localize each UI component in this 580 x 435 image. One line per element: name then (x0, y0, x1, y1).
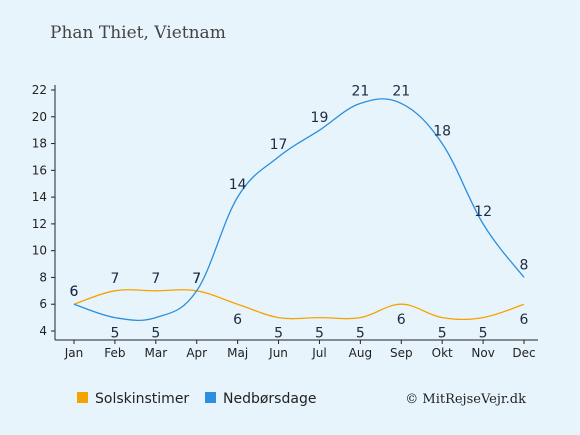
data-label-solskinstimer-jul: 5 (315, 326, 324, 342)
x-tick-label-mar: Mar (144, 346, 167, 360)
x-tick-label-maj: Maj (227, 346, 248, 360)
data-label-nedborsdage-jan: 6 (70, 284, 79, 300)
series-line-nedborsdage (73, 98, 525, 321)
x-tick-label-nov: Nov (471, 346, 494, 360)
x-tick-label-okt: Okt (432, 346, 453, 360)
y-tick-label: 16 (32, 163, 47, 177)
data-label-nedborsdage-jul: 19 (311, 110, 329, 126)
x-tick-label-jan: Jan (64, 346, 84, 360)
x-tick-label-jul: Jul (311, 346, 326, 360)
data-label-nedborsdage-nov: 12 (474, 204, 492, 220)
data-label-nedborsdage-dec: 8 (520, 257, 529, 273)
series-lines (73, 98, 525, 321)
data-label-nedborsdage-jun: 17 (270, 137, 288, 153)
data-label-solskinstimer-maj: 6 (233, 312, 242, 328)
x-tick-label-sep: Sep (390, 346, 413, 360)
legend-label-nedborsdage: Nedbørsdage (223, 391, 316, 407)
data-label-nedborsdage-mar: 5 (151, 326, 160, 342)
data-label-solskinstimer-sep: 6 (397, 312, 406, 328)
data-label-solskinstimer-aug: 5 (356, 326, 365, 342)
y-tick-label: 20 (32, 110, 47, 124)
data-label-solskinstimer-okt: 5 (438, 326, 447, 342)
y-tick-label: 12 (32, 217, 47, 231)
x-tick-label-apr: Apr (186, 346, 207, 360)
data-label-solskinstimer-dec: 6 (520, 312, 529, 328)
data-label-solskinstimer-mar: 7 (151, 271, 160, 287)
x-tick-label-jun: Jun (268, 346, 288, 360)
data-label-solskinstimer-jun: 5 (274, 326, 283, 342)
data-label-nedborsdage-okt: 18 (433, 124, 451, 140)
data-label-nedborsdage-apr: 7 (192, 271, 201, 287)
data-label-solskinstimer-jan: 6 (70, 284, 79, 300)
legend-label-solskinstimer: Solskinstimer (95, 391, 189, 407)
y-tick-label: 4 (39, 324, 47, 338)
data-label-solskinstimer-nov: 5 (479, 326, 488, 342)
axes: 4 6 8 10 12 14 16 18 20 22 Jan Feb Mar Apr Maj Jun Jul Au… (32, 83, 538, 360)
data-label-solskinstimer-apr: 7 (192, 271, 201, 287)
legend-swatch-solskinstimer (77, 392, 88, 403)
data-label-nedborsdage-feb: 5 (110, 326, 119, 342)
y-tick-label: 10 (32, 244, 47, 258)
x-tick-label-aug: Aug (349, 346, 372, 360)
y-tick-label: 18 (32, 137, 47, 151)
legend-swatch-nedborsdage (205, 392, 216, 403)
x-tick-label-feb: Feb (104, 346, 125, 360)
y-tick-label: 6 (39, 297, 47, 311)
y-tick-label: 22 (32, 83, 47, 97)
series-line-solskinstimer (73, 289, 525, 321)
chart-title: Phan Thiet, Vietnam (50, 23, 226, 43)
y-tick-label: 14 (32, 190, 47, 204)
credit-text: © MitRejseVejr.dk (405, 392, 526, 407)
legend: Solskinstimer Nedbørsdage (77, 391, 316, 407)
y-tick-label: 8 (39, 270, 47, 284)
data-label-nedborsdage-sep: 21 (392, 83, 410, 99)
data-label-nedborsdage-aug: 21 (351, 83, 369, 99)
data-label-nedborsdage-maj: 14 (229, 177, 247, 193)
data-label-solskinstimer-feb: 7 (110, 271, 119, 287)
x-tick-label-dec: Dec (512, 346, 535, 360)
